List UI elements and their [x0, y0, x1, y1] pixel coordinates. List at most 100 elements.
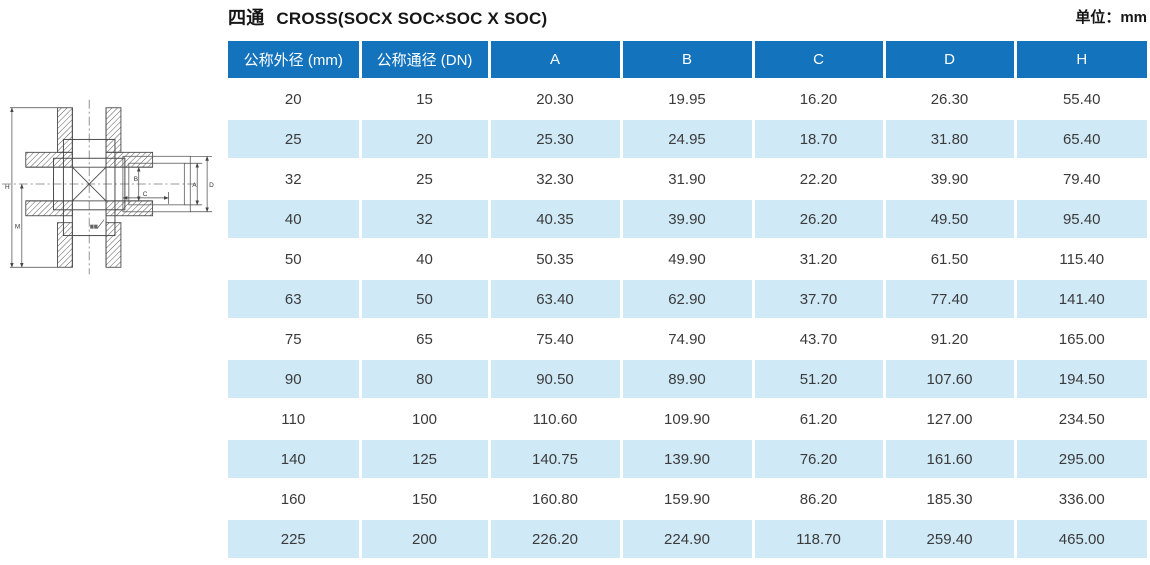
table-cell: 80 [360, 359, 491, 400]
table-cell: 160 [228, 479, 362, 520]
table-cell: 89.90 [621, 359, 755, 400]
table-cell: 32 [360, 199, 491, 240]
table-row: 40 32 40.35 39.90 26.20 49.50 95.40 [228, 199, 1147, 240]
table-cell: 224.90 [621, 519, 755, 560]
dim-label-A: A [192, 182, 197, 189]
dim-label-C: C [143, 191, 148, 198]
marking-note [90, 219, 105, 229]
column-header-a: A [489, 41, 623, 80]
spec-table: 公称外径 (mm) 公称通径 (DN) A B C D H 20 15 20.30 1… [228, 41, 1147, 560]
table-cell: 125 [360, 439, 491, 480]
table-row: 32 25 32.30 31.90 22.20 39.90 79.40 [228, 159, 1147, 200]
table-cell: 39.90 [884, 159, 1017, 200]
table-cell: 25 [228, 119, 362, 160]
table-cell: 37.70 [753, 279, 886, 320]
column-header-outer-diameter: 公称外径 (mm) [228, 41, 362, 80]
table-cell: 109.90 [621, 399, 755, 440]
dimension-lines [9, 107, 213, 268]
table-cell: 74.90 [621, 319, 755, 360]
table-row: 90 80 90.50 89.90 51.20 107.60 194.50 [228, 359, 1147, 400]
table-cell: 51.20 [753, 359, 886, 400]
table-cell: 24.95 [621, 119, 755, 160]
dim-label-B: B [134, 176, 138, 183]
table-cell: 110 [228, 399, 362, 440]
column-header-h: H [1015, 41, 1147, 80]
table-row: 75 65 75.40 74.90 43.70 91.20 165.00 [228, 319, 1147, 360]
table-cell: 49.90 [621, 239, 755, 280]
table-cell: 61.50 [884, 239, 1017, 280]
table-cell: 20.30 [489, 79, 623, 120]
table-cell: 15 [360, 79, 491, 120]
table-cell: 336.00 [1015, 479, 1147, 520]
table-cell: 40 [360, 239, 491, 280]
body-outline [25, 107, 153, 268]
table-cell: 91.20 [884, 319, 1017, 360]
table-cell: 115.40 [1015, 239, 1147, 280]
table-cell: 76.20 [753, 439, 886, 480]
table-cell: 150 [360, 479, 491, 520]
table-cell: 165.00 [1015, 319, 1147, 360]
table-row: 140 125 140.75 139.90 76.20 161.60 295.00 [228, 439, 1147, 480]
table-cell: 90 [228, 359, 362, 400]
table-cell: 49.50 [884, 199, 1017, 240]
page-title-english: CROSS(SOCX SOC×SOC X SOC) [276, 9, 548, 28]
cross-fitting-diagram: H M B C A D [2, 99, 214, 275]
spec-table-container: 公称外径 (mm) 公称通径 (DN) A B C D H 20 15 20.30 1… [228, 41, 1147, 560]
cross-fitting-drawing: H M B C A D [2, 98, 220, 278]
table-header: 公称外径 (mm) 公称通径 (DN) A B C D H [228, 41, 1147, 80]
table-cell: 75.40 [489, 319, 623, 360]
table-cell: 75 [228, 319, 362, 360]
table-cell: 20 [360, 119, 491, 160]
table-row: 25 20 25.30 24.95 18.70 31.80 65.40 [228, 119, 1147, 160]
table-cell: 86.20 [753, 479, 886, 520]
table-row: 225 200 226.20 224.90 118.70 259.40 465.00 [228, 519, 1147, 560]
table-cell: 118.70 [753, 519, 886, 560]
table-cell: 22.20 [753, 159, 886, 200]
table-row: 50 40 50.35 49.90 31.20 61.50 115.40 [228, 239, 1147, 280]
table-cell: 19.95 [621, 79, 755, 120]
table-cell: 40.35 [489, 199, 623, 240]
table-cell: 194.50 [1015, 359, 1147, 400]
table-cell: 65 [360, 319, 491, 360]
page-title: 四通 CROSS(SOCX SOC×SOC X SOC) [228, 4, 547, 30]
table-cell: 31.90 [621, 159, 755, 200]
table-cell: 32 [228, 159, 362, 200]
table-cell: 141.40 [1015, 279, 1147, 320]
table-cell: 62.90 [621, 279, 755, 320]
dimension-labels: H M B C A D [5, 176, 214, 231]
table-cell: 100 [360, 399, 491, 440]
column-header-b: B [621, 41, 755, 80]
table-cell: 20 [228, 79, 362, 120]
page-title-chinese: 四通 [228, 8, 265, 28]
table-cell: 26.20 [753, 199, 886, 240]
table-cell: 50 [228, 239, 362, 280]
table-cell: 77.40 [884, 279, 1017, 320]
table-cell: 200 [360, 519, 491, 560]
table-cell: 95.40 [1015, 199, 1147, 240]
table-cell: 90.50 [489, 359, 623, 400]
table-cell: 161.60 [884, 439, 1017, 480]
dim-label-D: D [209, 182, 214, 189]
table-cell: 63 [228, 279, 362, 320]
table-cell: 32.30 [489, 159, 623, 200]
table-cell: 31.80 [884, 119, 1017, 160]
dim-label-H: H [5, 184, 10, 191]
unit-label: 单位：mm [1075, 9, 1147, 26]
table-cell: 107.60 [884, 359, 1017, 400]
table-cell: 61.20 [753, 399, 886, 440]
dim-label-M: M [15, 224, 20, 231]
table-cell: 50.35 [489, 239, 623, 280]
table-cell: 139.90 [621, 439, 755, 480]
table-cell: 226.20 [489, 519, 623, 560]
table-cell: 25.30 [489, 119, 623, 160]
table-cell: 234.50 [1015, 399, 1147, 440]
column-header-c: C [753, 41, 886, 80]
table-cell: 225 [228, 519, 362, 560]
table-cell: 160.80 [489, 479, 623, 520]
column-header-nominal-diameter: 公称通径 (DN) [360, 41, 491, 80]
table-cell: 127.00 [884, 399, 1017, 440]
table-cell: 26.30 [884, 79, 1017, 120]
table-cell: 18.70 [753, 119, 886, 160]
table-cell: 295.00 [1015, 439, 1147, 480]
table-cell: 43.70 [753, 319, 886, 360]
